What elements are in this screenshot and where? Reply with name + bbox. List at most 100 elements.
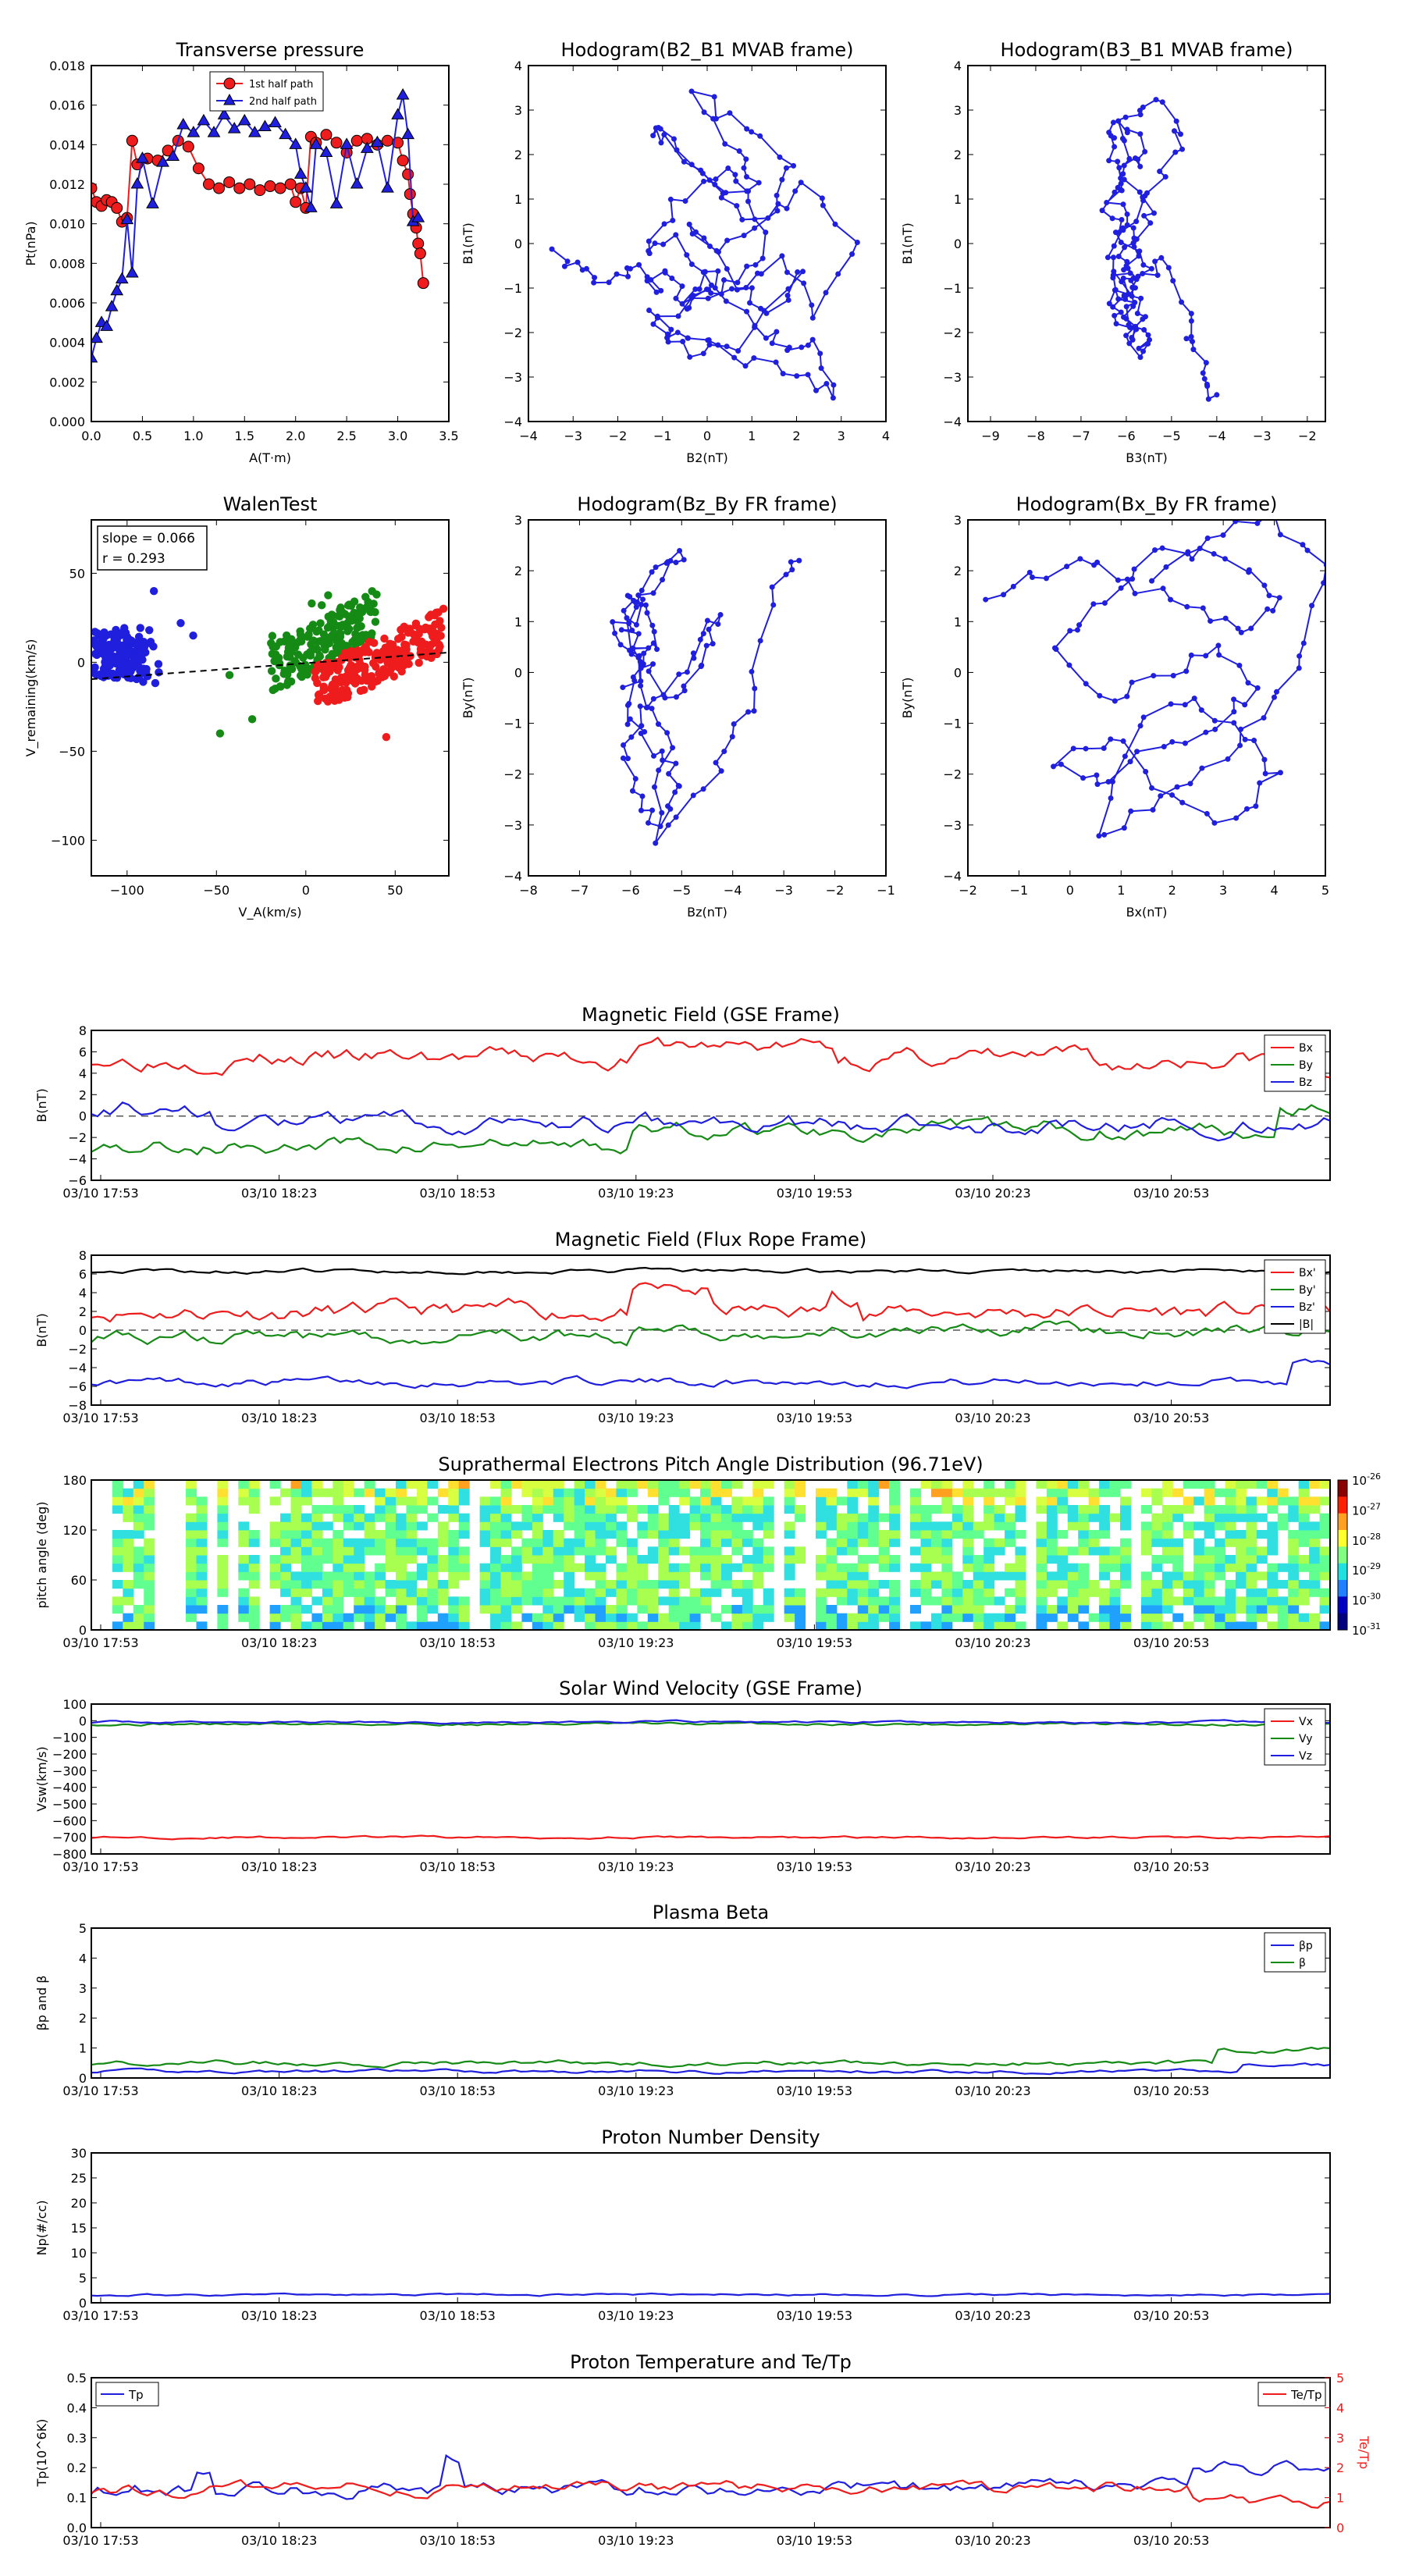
heatmap-cell bbox=[217, 1530, 229, 1539]
heatmap-cell bbox=[500, 1513, 512, 1522]
hodogram-point bbox=[708, 290, 714, 296]
data-point bbox=[416, 649, 425, 658]
heatmap-cell bbox=[700, 1530, 711, 1539]
heatmap-cell bbox=[857, 1555, 869, 1564]
heatmap-cell bbox=[826, 1580, 838, 1589]
heatmap-cell bbox=[857, 1596, 869, 1606]
y-tick-label: 0 bbox=[954, 665, 962, 680]
heatmap-cell bbox=[930, 1596, 942, 1606]
heatmap-cell bbox=[521, 1613, 533, 1622]
plot-area bbox=[91, 2292, 1330, 2297]
heatmap-cell bbox=[396, 1596, 407, 1606]
heatmap-cell bbox=[354, 1555, 365, 1564]
heatmap-cell bbox=[385, 1513, 397, 1522]
hodogram-point bbox=[809, 336, 816, 343]
triangle-marker bbox=[227, 122, 241, 133]
hodogram-point bbox=[667, 196, 674, 202]
heatmap-cell bbox=[448, 1513, 460, 1522]
heatmap-cell bbox=[1046, 1538, 1058, 1547]
data-point bbox=[303, 671, 311, 679]
heatmap-cell bbox=[532, 1571, 543, 1581]
y-tick-label: 2 bbox=[514, 148, 522, 162]
heatmap-cell bbox=[1151, 1496, 1163, 1506]
series-line bbox=[91, 2292, 1330, 2297]
heatmap-cell bbox=[396, 1621, 407, 1630]
heatmap-cell bbox=[396, 1588, 407, 1597]
hodogram-point bbox=[684, 669, 690, 675]
heatmap-cell bbox=[1078, 1521, 1090, 1531]
heatmap-cell bbox=[1215, 1521, 1226, 1531]
heatmap-cell bbox=[564, 1571, 575, 1581]
hodogram-point bbox=[809, 302, 815, 308]
heatmap-cell bbox=[984, 1613, 995, 1622]
heatmap-cell bbox=[385, 1530, 397, 1539]
data-point bbox=[373, 676, 382, 685]
heatmap-cell bbox=[616, 1496, 628, 1506]
hodogram-point bbox=[747, 300, 753, 306]
heatmap-cell bbox=[248, 1538, 260, 1547]
hodogram-point bbox=[765, 215, 771, 221]
heatmap-cell bbox=[269, 1571, 281, 1581]
heatmap-cell bbox=[784, 1555, 795, 1564]
hodogram-point bbox=[1138, 295, 1144, 301]
heatmap-cell bbox=[112, 1555, 123, 1564]
heatmap-cell bbox=[364, 1530, 375, 1539]
hodogram-point bbox=[792, 188, 799, 194]
heatmap-cell bbox=[354, 1596, 365, 1606]
heatmap-cell bbox=[500, 1621, 512, 1630]
y-tick-label: 60 bbox=[71, 1573, 87, 1588]
heatmap-cell bbox=[500, 1580, 512, 1589]
triangle-marker bbox=[105, 300, 119, 311]
hodogram-point bbox=[682, 197, 688, 204]
heatmap-cell bbox=[647, 1505, 659, 1514]
heatmap-cell bbox=[637, 1621, 649, 1630]
hodogram-point bbox=[1124, 130, 1130, 136]
time-tick-label: 03/10 19:23 bbox=[598, 1186, 674, 1201]
heatmap-cell bbox=[1151, 1555, 1163, 1564]
x-tick-label: −2 bbox=[826, 883, 845, 898]
y-tick-label: 6 bbox=[79, 1267, 87, 1282]
legend-label: β bbox=[1299, 1957, 1306, 1969]
heatmap-cell bbox=[238, 1530, 250, 1539]
hodogram-point bbox=[649, 569, 655, 575]
y-tick-label: −3 bbox=[943, 818, 962, 833]
heatmap-cell bbox=[112, 1621, 123, 1630]
data-point bbox=[368, 587, 376, 596]
hodogram-point bbox=[832, 221, 838, 227]
heatmap-cell bbox=[553, 1488, 564, 1497]
hodogram-point bbox=[704, 617, 710, 624]
heatmap-cell bbox=[427, 1580, 439, 1589]
hodogram-point bbox=[680, 339, 686, 345]
data-point bbox=[91, 639, 96, 648]
hodogram-point bbox=[635, 631, 642, 637]
heatmap-cell bbox=[962, 1521, 974, 1531]
heatmap-cell bbox=[1193, 1496, 1205, 1506]
heatmap-cell bbox=[542, 1530, 554, 1539]
heatmap-cell bbox=[795, 1546, 806, 1556]
heatmap-cell bbox=[595, 1596, 606, 1606]
x-tick-label: −5 bbox=[1162, 429, 1181, 443]
heatmap-cell bbox=[510, 1580, 522, 1589]
heatmap-cell bbox=[416, 1621, 428, 1630]
heatmap-cell bbox=[930, 1521, 942, 1531]
data-point bbox=[338, 622, 347, 631]
heatmap-cell bbox=[710, 1588, 722, 1597]
heatmap-cell bbox=[1057, 1596, 1069, 1606]
hodogram-point bbox=[1123, 263, 1129, 269]
hodogram-point bbox=[1122, 114, 1129, 120]
hodogram-point bbox=[1094, 781, 1101, 788]
hodogram-point bbox=[1136, 248, 1143, 254]
heatmap-cell bbox=[490, 1596, 502, 1606]
time-tick-label: 03/10 17:53 bbox=[62, 2308, 138, 2323]
heatmap-cell bbox=[826, 1563, 838, 1572]
data-point bbox=[323, 697, 333, 706]
heatmap-cell bbox=[333, 1488, 344, 1497]
hodogram-point bbox=[620, 755, 626, 761]
hodogram-point bbox=[1066, 662, 1072, 668]
heatmap-cell bbox=[123, 1588, 134, 1597]
heatmap-cell bbox=[112, 1496, 123, 1506]
data-point bbox=[322, 671, 331, 679]
heatmap-cell bbox=[658, 1530, 670, 1539]
hodogram-point bbox=[626, 620, 632, 626]
hodogram-point bbox=[729, 286, 735, 292]
